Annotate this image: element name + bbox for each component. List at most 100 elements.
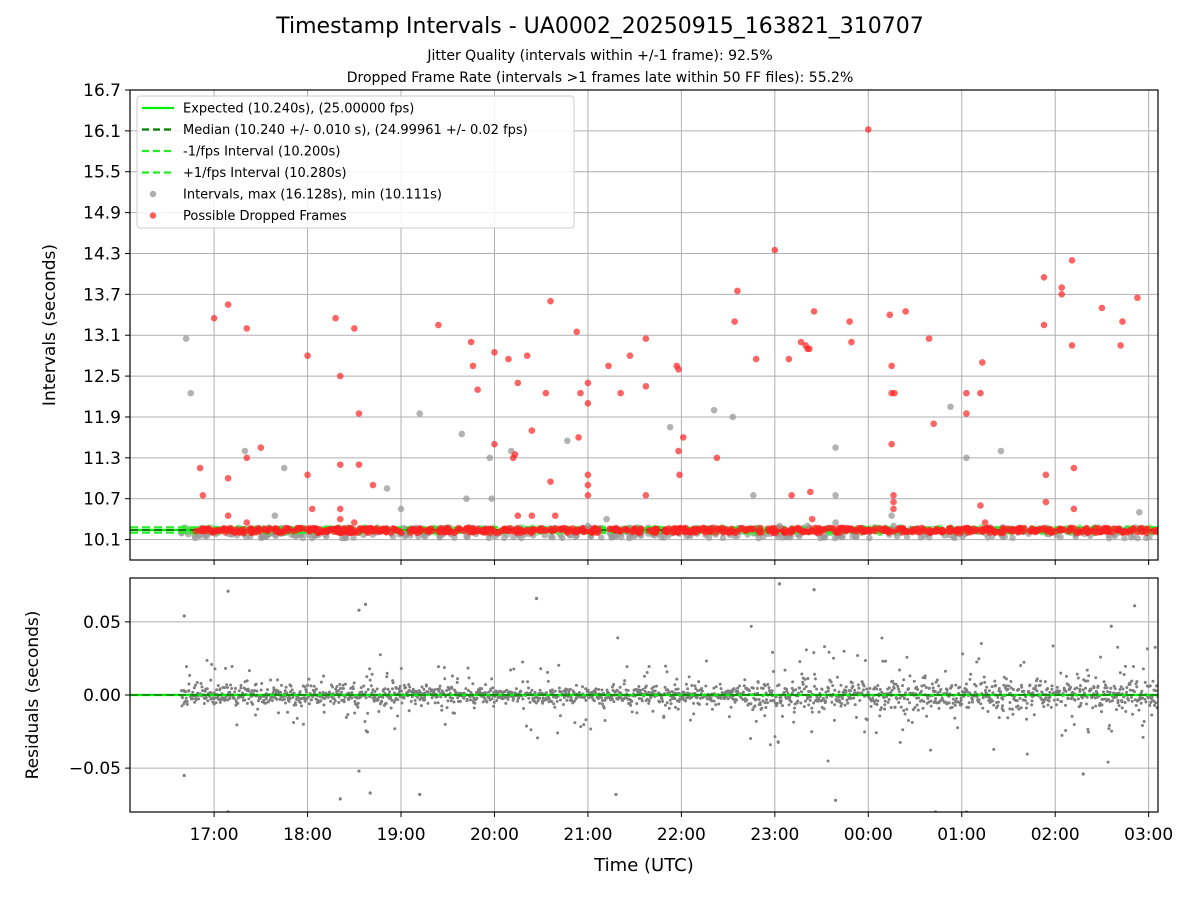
residual-point <box>937 684 941 688</box>
residual-point <box>1049 705 1053 709</box>
residual-point <box>1025 752 1029 756</box>
residual-point <box>630 699 634 703</box>
residual-point <box>422 687 426 691</box>
residual-point <box>526 680 530 684</box>
residual-point <box>612 682 616 686</box>
interval-point <box>257 533 265 540</box>
interval-point <box>422 533 429 540</box>
dropped-point <box>382 527 390 535</box>
residual-point <box>1120 706 1124 710</box>
residual-point <box>295 716 299 720</box>
residual-point <box>920 684 924 688</box>
residual-point <box>622 682 626 686</box>
residual-point <box>1109 686 1113 690</box>
residual-point <box>1027 689 1031 693</box>
residual-point <box>823 645 827 649</box>
residual-point <box>437 687 441 691</box>
residual-point <box>812 701 816 705</box>
residuals-y-tick-label-0: −0.05 <box>69 759 121 779</box>
residual-point <box>210 662 214 666</box>
dropped-point <box>1078 528 1086 536</box>
residual-point <box>988 696 992 700</box>
residual-outlier-17 <box>1081 772 1085 776</box>
interval-point <box>1121 534 1128 542</box>
residual-point <box>1032 713 1036 717</box>
residual-point <box>1120 700 1124 704</box>
dropped-frame-point-73 <box>810 308 818 315</box>
residual-point <box>975 660 979 664</box>
residual-point <box>959 698 963 702</box>
dropped-point <box>844 526 852 533</box>
residual-point <box>541 701 545 705</box>
residual-point <box>1059 671 1063 675</box>
residual-point <box>763 714 767 718</box>
residual-point <box>827 650 831 654</box>
legend-label-1: Median (10.240 +/- 0.010 s), (24.99961 +… <box>183 123 528 138</box>
dropped-frame-point-9 <box>257 444 265 451</box>
residual-point <box>471 682 475 686</box>
residual-point <box>1042 705 1046 709</box>
intervals-y-tick-label-7: 14.3 <box>83 244 121 264</box>
dropped-point <box>1016 524 1024 532</box>
residual-point <box>945 691 949 695</box>
residual-point <box>669 702 673 706</box>
residual-point <box>442 691 446 695</box>
residual-point <box>1064 703 1068 707</box>
residual-point <box>758 703 762 707</box>
residual-point <box>616 636 620 640</box>
residual-point <box>1073 698 1077 702</box>
dropped-frame-point-3 <box>224 301 232 308</box>
residual-point <box>662 714 666 718</box>
residual-point <box>363 719 367 723</box>
residual-point <box>581 685 585 689</box>
residual-point <box>329 699 333 703</box>
residual-point <box>764 706 768 710</box>
residual-point <box>224 666 228 670</box>
residual-point <box>923 674 927 678</box>
residual-outlier-19 <box>1133 604 1137 608</box>
dropped-frame-point-28 <box>491 440 498 448</box>
residual-point <box>590 695 594 699</box>
residual-point <box>1114 695 1118 699</box>
dropped-frame-point-100 <box>1058 291 1066 298</box>
residual-point <box>373 689 377 693</box>
residual-point <box>605 688 609 692</box>
residual-point <box>364 696 368 700</box>
residual-point <box>899 705 903 709</box>
residual-point <box>905 655 909 659</box>
dropped-point <box>689 525 697 533</box>
dropped-frame-point-52 <box>626 352 634 359</box>
residual-point <box>697 702 701 706</box>
residual-point <box>815 695 819 699</box>
dropped-frame-point-107 <box>1119 318 1126 325</box>
intervals-legend: Expected (10.240s), (25.00000 fps) Median… <box>136 95 575 229</box>
residual-point <box>761 699 765 703</box>
residual-point <box>200 685 204 689</box>
residual-point <box>697 680 701 684</box>
residual-point <box>673 697 677 701</box>
residual-point <box>228 690 232 694</box>
residual-point <box>499 690 503 694</box>
residual-point <box>947 701 951 705</box>
residual-point <box>445 706 449 710</box>
residual-outlier-9 <box>418 792 422 797</box>
residual-point <box>1135 680 1139 684</box>
dropped-point <box>673 525 681 533</box>
residual-point <box>954 683 958 687</box>
residual-point <box>275 678 279 682</box>
residual-point <box>465 697 469 701</box>
residual-point <box>553 689 557 693</box>
residual-point <box>1105 686 1109 690</box>
residual-point <box>910 720 914 724</box>
interval-point <box>1009 534 1016 542</box>
x-tick-label-0: 17:00 <box>190 825 239 845</box>
residual-point <box>833 703 837 707</box>
residual-point <box>747 702 751 706</box>
residual-point <box>766 682 770 686</box>
residual-point <box>1104 683 1108 687</box>
residual-point <box>433 701 437 705</box>
interval-point-27 <box>947 403 954 411</box>
residual-point <box>1130 699 1134 703</box>
residual-point <box>1072 722 1076 726</box>
